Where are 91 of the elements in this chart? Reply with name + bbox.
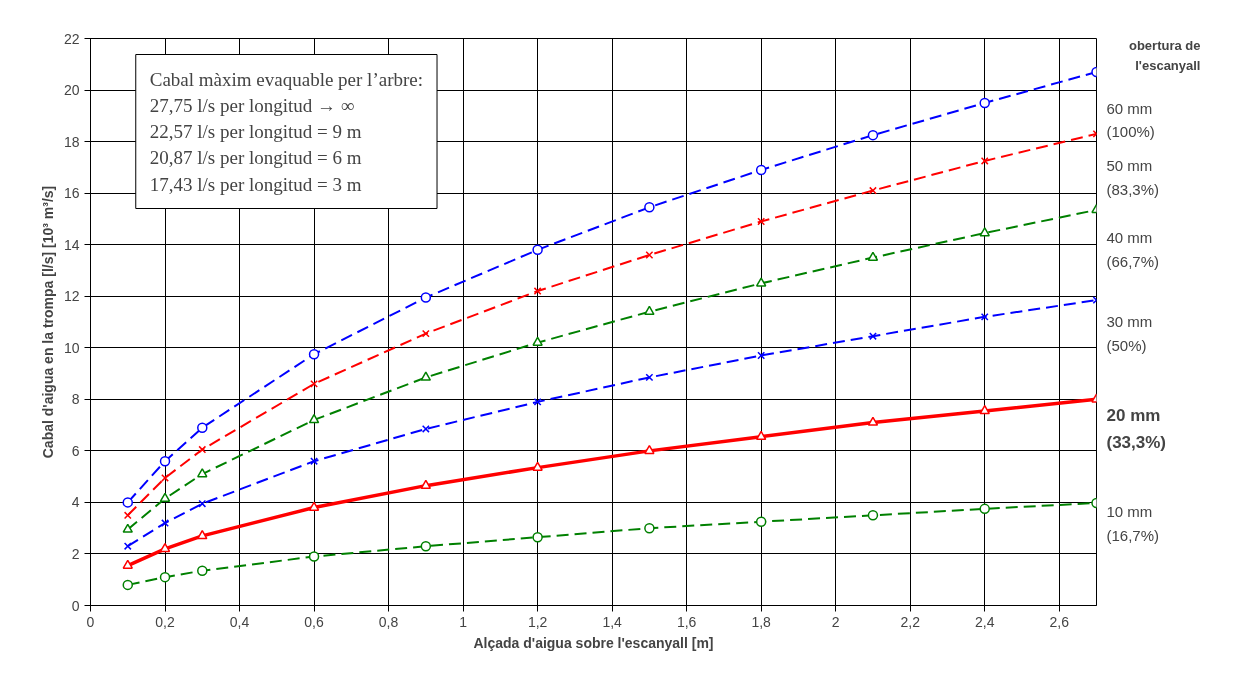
point [122,523,134,533]
point [122,497,134,508]
y-tick-label: 6 [71,442,80,459]
y-tick-label: 22 [63,30,80,47]
point [421,329,430,338]
x-tick-label: 2,4 [974,613,995,630]
point [122,579,134,591]
x-tick-label: 1,4 [602,613,623,630]
x-tick-label: 0,8 [378,613,399,630]
point [197,565,208,576]
point [532,531,543,543]
point [159,455,171,467]
point [161,473,169,482]
series-label: 10 mm (16,7%) [1106,503,1160,545]
y-tick-label: 0 [71,597,80,614]
point [755,516,767,527]
x-tick-label: 2,2 [900,613,921,630]
x-tick-label: 0 [86,613,95,630]
annotation: 20,87 l/s per longitud = 6 m [149,147,362,169]
point [979,503,990,515]
x-tick-label: 2,6 [1049,613,1070,630]
annotation: 17,43 l/s per longitud = 3 m [149,173,362,195]
point [644,305,655,316]
point [532,244,543,256]
x-tick-label: 2 [831,613,840,630]
point [308,348,320,360]
y-tick-label: 16 [63,185,80,202]
point [159,492,171,502]
point [122,559,134,569]
point [310,379,318,388]
point [979,227,990,237]
x-tick-label: 1,6 [676,613,697,630]
point [532,461,543,471]
annotation: Cabal màxim evaquable per l’arbre: [149,68,424,90]
point [308,551,320,562]
y-tick-label: 2 [71,545,80,562]
x-tick-label: 0,6 [304,613,324,630]
point [644,522,655,534]
point [198,499,207,508]
point [755,164,767,176]
point [159,542,171,553]
series-label: 20 mm (33,3%) [1106,406,1167,452]
y-tick-label: 8 [71,391,80,408]
point [308,501,320,511]
point [123,511,132,520]
annotation: 27,75 l/s per longitud → ∞ [149,94,355,116]
y-tick-label: 4 [71,494,80,511]
series-label: 50 mm (83,3%) [1106,157,1160,199]
point [867,510,879,521]
point [755,430,767,441]
point [420,540,432,552]
point [532,336,543,346]
x-tick-label: 1 [459,613,468,630]
series-label: 60 mm (100%) [1106,99,1155,141]
point [308,413,320,424]
point [755,277,767,287]
point [644,444,655,455]
x-tick-label: 1,2 [527,613,548,630]
series-label: 40 mm (66,7%) [1106,228,1160,270]
y-axis-title: Cabal d'aigua en la trompa [l/s] [10³ m³/s] [39,185,56,459]
point [161,519,169,527]
point [867,416,879,426]
point [159,571,171,583]
point [867,129,879,141]
point [197,468,208,478]
point [420,479,432,489]
point [198,445,207,454]
point [979,97,990,109]
point [421,425,430,433]
point [310,457,318,466]
point [420,292,432,303]
x-tick-label: 0,2 [155,613,175,630]
point [420,371,432,381]
series-label: 30 mm (50%) [1106,313,1153,355]
y-tick-label: 18 [63,133,80,150]
annotation: 22,57 l/s per longitud = 9 m [149,121,362,142]
point [197,422,208,433]
y-tick-label: 20 [63,82,80,99]
point [123,542,132,551]
point [867,251,879,261]
legend-title: obertura de l'escanyall [1128,38,1201,73]
point [645,373,654,382]
x-axis-title: Alçada d'aigua sobre l'escanyall [m] [473,634,714,651]
point [644,202,655,213]
x-tick-label: 1,8 [751,613,772,630]
point [197,529,208,540]
y-tick-label: 12 [63,288,80,305]
y-tick-label: 14 [63,236,80,253]
x-tick-label: 0,4 [229,613,250,630]
y-tick-label: 10 [63,339,80,356]
point [979,404,990,415]
